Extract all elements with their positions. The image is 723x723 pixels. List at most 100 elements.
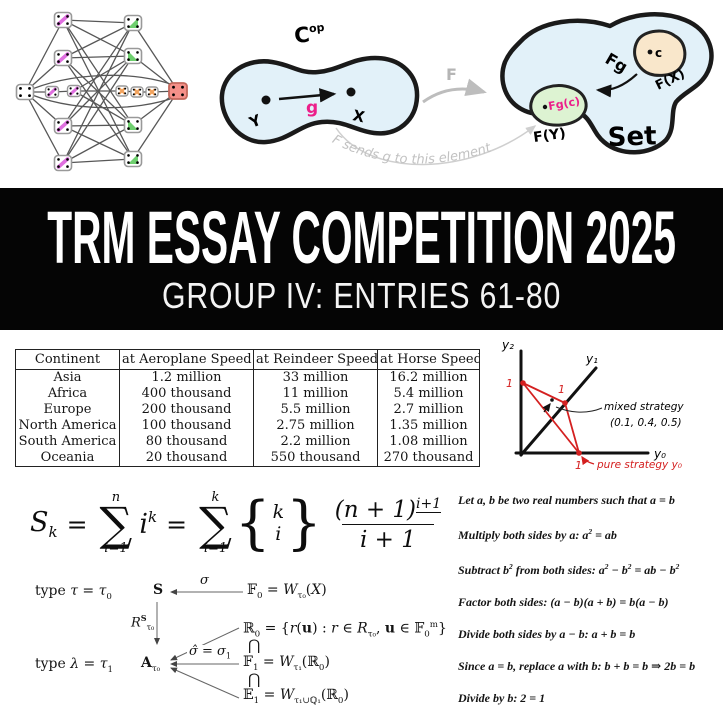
formula-lhs: Sk (30, 507, 58, 541)
y2-axis-label: y₂ (501, 338, 514, 352)
equals: = (66, 509, 88, 539)
element-c-dot (647, 49, 653, 55)
tick-one-y0: 1 (575, 459, 582, 472)
f-label: F (446, 65, 457, 84)
domain-blob: Y X g Cop (219, 21, 420, 145)
cell: 80 thousand (119, 434, 254, 450)
tick-one-labels: 1 1 1 (506, 377, 582, 472)
cell: North America (18, 418, 117, 433)
cell: 550 thousand (253, 450, 378, 467)
cell: South America (18, 434, 117, 449)
fg-arrow (595, 73, 638, 98)
mixed-strategy-dot (550, 398, 554, 402)
table-row: North America 100 thousand 2.75 million 1.3… (16, 418, 480, 434)
proof-line: Factor both sides: (a − b)(a + b) = b(a … (458, 595, 669, 609)
cell: 2.2 million (253, 434, 378, 450)
cell: 1.2 million (119, 369, 254, 386)
table-row: Asia 1.2 million 33 million 16.2 million (16, 369, 480, 386)
pure-strategy-arrow (581, 455, 595, 466)
cell: Asia (53, 370, 82, 385)
e1-definition: 𝔼1 = Wτ₁∪ℚ₁(ℝ0) (243, 687, 349, 706)
cell: 200 thousand (119, 402, 254, 418)
set-label: Set (607, 121, 657, 153)
table-row: Oceania 20 thousand 550 thousand 270 thousa… (16, 450, 480, 467)
r0-definition: ℝ0 = {r(u) : r ∈ Rτ₀, u ∈ 𝔽0m} (243, 620, 447, 640)
pure-strategy-label: pure strategy y₀ (596, 459, 683, 471)
type-diagram-arrows (154, 589, 243, 699)
network-nodes (15, 11, 188, 172)
cell: Oceania (40, 450, 95, 465)
speed-table: Continent at Aeroplane Speed at Reindeer… (15, 349, 480, 467)
col-header: at Horse Speed (377, 349, 480, 370)
annotation-text: F sends g to this element (330, 132, 494, 167)
simplex-triangle (522, 382, 580, 454)
f1-definition: 𝔽1 = Wτ₁(ℝ0) (243, 654, 330, 673)
network-node-green (123, 14, 143, 168)
tick-one-y1: 1 (558, 383, 565, 396)
network-node-input (15, 83, 35, 101)
fx-blob (633, 29, 687, 77)
two-equals-one-proof: Let a, b be two real numbers such that a… (458, 492, 720, 722)
mixed-strategy-point: (0.1, 0.4, 0.5) (610, 417, 682, 429)
brace-close: } (286, 489, 322, 558)
cell: 11 million (253, 386, 378, 402)
cell: 33 million (253, 369, 378, 386)
mixed-strategy-arrow (542, 402, 551, 413)
col-header: at Reindeer Speed (253, 349, 378, 370)
graph-axes (514, 349, 650, 457)
cell: 1.08 million (377, 434, 480, 450)
cell: Europe (43, 402, 92, 417)
cell: 400 thousand (119, 386, 254, 402)
sigma1-map-label: σ̂ = σ1 (187, 644, 234, 662)
f0-definition: 𝔽0 = Wτ₀(X) (247, 582, 327, 601)
cell: 20 thousand (119, 450, 254, 467)
fgc-label: Fg(c) (547, 95, 581, 113)
proof-line: Subtract b2 from both sides: a2 − b2 = a… (458, 562, 680, 577)
type-diagram: type τ = τ0 S σ 𝔽0 = Wτ₀(X) RSτ₀ type λ … (30, 573, 450, 718)
fy-blob (529, 84, 588, 127)
banner-subtitle: GROUP IV: ENTRIES 61-80 (161, 275, 562, 317)
category-diagram: Y X g Cop F F sends g to this element c … (219, 12, 714, 168)
network-diagram (15, 11, 188, 172)
cell: 1.35 million (377, 418, 480, 434)
table-row: Europe 200 thousand 5.5 million 2.7 million (16, 402, 480, 418)
r-map-label: RSτ₀ (131, 613, 155, 632)
object-x-label: X (351, 106, 366, 126)
cell: 2.7 million (377, 402, 480, 418)
type-row1-label: type τ = τ0 (35, 583, 112, 602)
functor-arrow (422, 78, 487, 104)
proof-line: Since a = b, replace a with b: b + b = b… (458, 659, 696, 673)
sigma-map-label: σ (200, 573, 209, 588)
cell: 5.4 million (377, 386, 480, 402)
type-row2-label: type λ = τ1 (35, 656, 114, 675)
object-y-dot (261, 95, 271, 105)
sum-2: k ∑ i=1 (199, 490, 232, 557)
network-edges (24, 19, 179, 164)
banner-title: TRM ESSAY COMPETITION 2025 (47, 195, 676, 279)
subset-symbol: ⋂ (248, 636, 261, 654)
table-row: Africa 400 thousand 11 million 5.4 million (16, 386, 480, 402)
annotation-curve (335, 125, 537, 166)
network-node-orange (115, 85, 159, 98)
fgc-dot (542, 104, 548, 110)
y0-axis-label: y₀ (653, 447, 666, 461)
table-header-row: Continent at Aeroplane Speed at Reindeer… (15, 349, 480, 370)
fraction: (n + 1)i+1 i + 1 (331, 495, 445, 553)
sigma-icon: ∑ (199, 496, 232, 551)
mixed-strategy-label: mixed strategy (604, 401, 684, 413)
subset-symbol: ⋂ (248, 670, 261, 688)
cell: 2.75 million (253, 418, 378, 434)
codomain-blob: c F(X) Fg(c) F(Y) Fg Set (500, 12, 714, 155)
equals: = (166, 509, 188, 539)
simplex-vertices (520, 380, 582, 456)
cop-base: C (293, 22, 311, 47)
proof-line: Divide both sides by a − b: a + b = b (458, 627, 636, 641)
numerator: (n + 1)i+1 (334, 495, 442, 523)
proof-line: Multiply both sides by a: a2 = ab (458, 527, 617, 542)
mixed-strategy-leader (555, 406, 603, 413)
banner: TRM ESSAY COMPETITION 2025 GROUP IV: ENT… (0, 188, 723, 330)
stirling-number: k i (272, 501, 285, 545)
cell: 5.5 million (253, 402, 378, 418)
power-sum-formula: Sk = n ∑ i=1 ik = k ∑ i=1 { k i } (n + 1… (30, 480, 445, 568)
